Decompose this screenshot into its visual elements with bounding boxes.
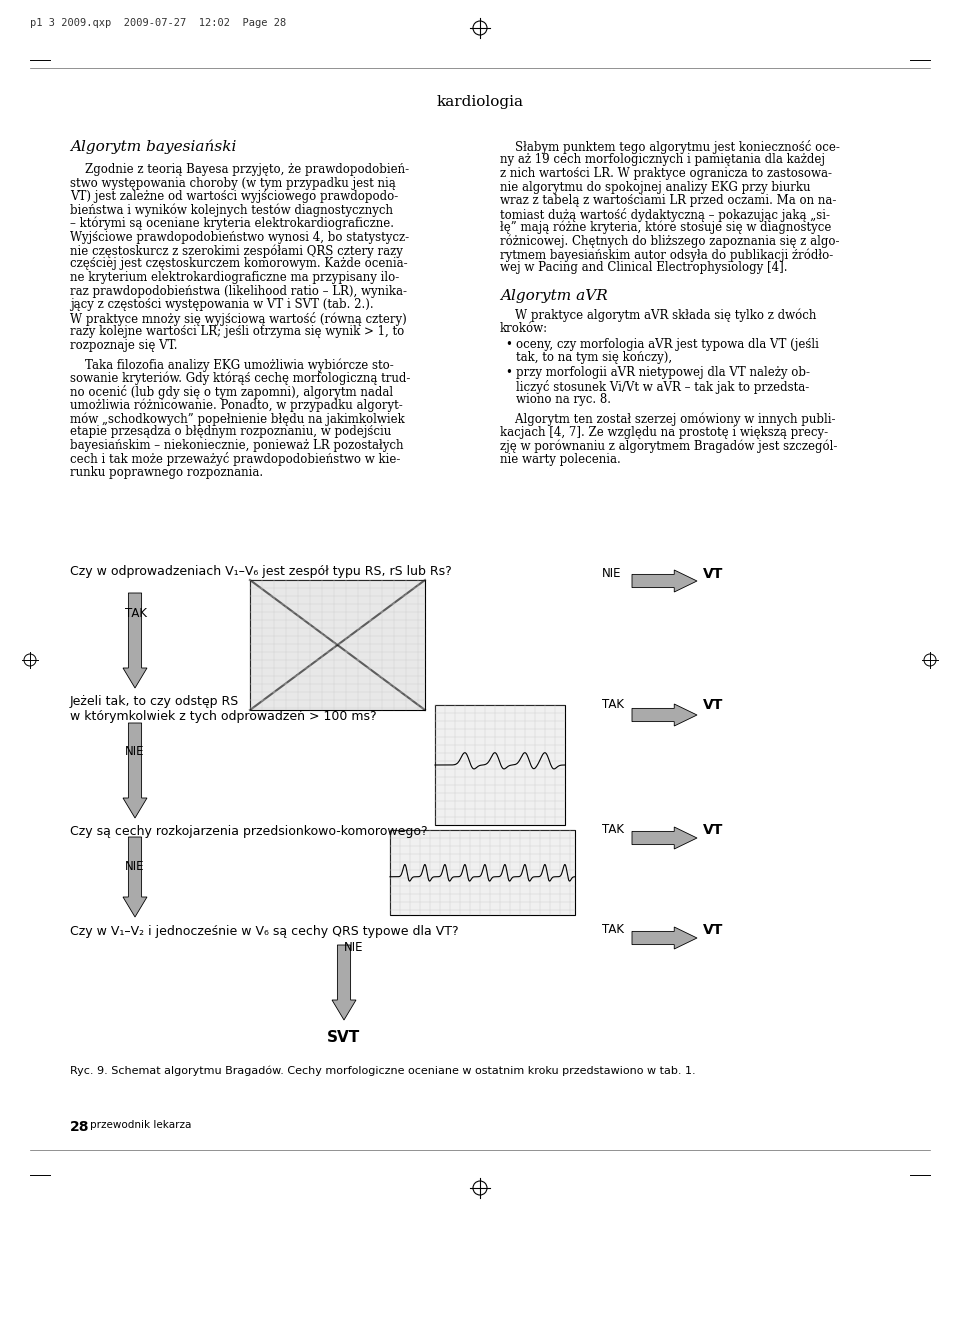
Text: Czy są cechy rozkojarzenia przedsionkowo-komorowego?: Czy są cechy rozkojarzenia przedsionkowo… [70,824,427,838]
Text: no ocenić (lub gdy się o tym zapomni), algorytm nadal: no ocenić (lub gdy się o tym zapomni), a… [70,385,394,400]
Text: umożliwia różnicowanie. Ponadto, w przypadku algoryt-: umożliwia różnicowanie. Ponadto, w przyp… [70,398,403,412]
Text: Algorytm aVR: Algorytm aVR [500,289,608,303]
Text: kardiologia: kardiologia [437,95,523,109]
Text: W praktyce mnoży się wyjściową wartość (równą cztery): W praktyce mnoży się wyjściową wartość (… [70,311,407,326]
Text: zję w porównaniu z algorytmem Bragadów jest szczegól-: zję w porównaniu z algorytmem Bragadów j… [500,439,837,452]
Text: mów „schodkowych” popełnienie błędu na jakimkolwiek: mów „schodkowych” popełnienie błędu na j… [70,412,405,426]
Text: raz prawdopodobieństwa (likelihood ratio – LR), wynika-: raz prawdopodobieństwa (likelihood ratio… [70,285,407,298]
Text: NIE: NIE [602,567,621,580]
Polygon shape [632,827,697,849]
Text: liczyć stosunek Vi/Vt w aVR – tak jak to przedsta-: liczyć stosunek Vi/Vt w aVR – tak jak to… [516,380,809,393]
Text: Wyjściowe prawdopodobieństwo wynosi 4, bo statystycz-: Wyjściowe prawdopodobieństwo wynosi 4, b… [70,231,409,244]
Text: VT: VT [703,698,724,712]
Text: TAK: TAK [602,923,624,936]
Text: oceny, czy morfologia aVR jest typowa dla VT (jeśli: oceny, czy morfologia aVR jest typowa dl… [516,338,819,351]
Text: 28: 28 [70,1120,89,1134]
Text: różnicowej. Chętnych do bliższego zapoznania się z algo-: różnicowej. Chętnych do bliższego zapozn… [500,235,839,248]
Text: rytmem bayesiańskim autor odsyła do publikacji źródło-: rytmem bayesiańskim autor odsyła do publ… [500,248,833,261]
Text: przy morfologii aVR nietypowej dla VT należy ob-: przy morfologii aVR nietypowej dla VT na… [516,365,810,379]
Text: Algorytm ten został szerzej omówiony w innych publi-: Algorytm ten został szerzej omówiony w i… [500,413,835,426]
Text: Słabym punktem tego algorytmu jest konieczność oce-: Słabym punktem tego algorytmu jest konie… [500,140,840,154]
Text: bayesiańskim – niekoniecznie, ponieważ LR pozostałych: bayesiańskim – niekoniecznie, ponieważ L… [70,439,403,452]
Text: VT: VT [703,567,724,580]
Text: jący z częstości występowania w VT i SVT (tab. 2.).: jący z częstości występowania w VT i SVT… [70,298,373,311]
Text: nie warty polecenia.: nie warty polecenia. [500,452,621,466]
Text: Algorytm bayesiański: Algorytm bayesiański [70,140,236,154]
Text: •: • [505,338,512,351]
Text: Zgodnie z teorią Bayesa przyjęto, że prawdopodobień-: Zgodnie z teorią Bayesa przyjęto, że pra… [70,164,409,175]
Polygon shape [123,594,147,689]
Text: wej w Pacing and Clinical Electrophysiology [4].: wej w Pacing and Clinical Electrophysiol… [500,261,787,274]
Text: przewodnik lekarza: przewodnik lekarza [90,1120,191,1130]
Text: TAK: TAK [602,823,624,836]
Text: TAK: TAK [125,607,147,620]
Text: Czy w V₁–V₂ i jednocześnie w V₆ są cechy QRS typowe dla VT?: Czy w V₁–V₂ i jednocześnie w V₆ są cechy… [70,925,459,938]
Text: p1 3 2009.qxp  2009-07-27  12:02  Page 28: p1 3 2009.qxp 2009-07-27 12:02 Page 28 [30,18,286,28]
Text: częściej jest częstoskurczem komorowym. Każde ocenia-: częściej jest częstoskurczem komorowym. … [70,257,408,270]
Text: NIE: NIE [125,860,145,873]
Text: NIE: NIE [125,745,145,758]
Text: VT) jest zależne od wartości wyjściowego prawdopodo-: VT) jest zależne od wartości wyjściowego… [70,190,398,203]
Text: nie algorytmu do spokojnej analizy EKG przy biurku: nie algorytmu do spokojnej analizy EKG p… [500,181,810,194]
Text: tak, to na tym się kończy),: tak, to na tym się kończy), [516,351,672,364]
Text: tomiast dużą wartość dydaktyczną – pokazując jaką „si-: tomiast dużą wartość dydaktyczną – pokaz… [500,207,830,222]
Polygon shape [632,570,697,592]
Polygon shape [123,838,147,917]
Text: VT: VT [703,823,724,838]
Text: bieństwa i wyników kolejnych testów diagnostycznych: bieństwa i wyników kolejnych testów diag… [70,203,393,218]
Text: TAK: TAK [602,698,624,711]
Bar [390,830,575,915]
Polygon shape [332,944,356,1020]
Text: SVT: SVT [327,1030,361,1045]
Text: wraz z tabelą z wartościami LR przed oczami. Ma on na-: wraz z tabelą z wartościami LR przed ocz… [500,194,836,207]
Text: Taka filozofia analizy EKG umożliwia wybiórcze sto-: Taka filozofia analizy EKG umożliwia wyb… [70,357,394,372]
Text: NIE: NIE [344,940,364,954]
Text: wiono na ryc. 8.: wiono na ryc. 8. [516,393,611,406]
Text: z nich wartości LR. W praktyce ogranicza to zastosowa-: z nich wartości LR. W praktyce ogranicza… [500,168,832,179]
Text: etapie przesądza o błędnym rozpoznaniu, w podejściu: etapie przesądza o błędnym rozpoznaniu, … [70,426,392,438]
Polygon shape [632,704,697,725]
Text: kacjach [4, 7]. Ze względu na prostotę i większą precy-: kacjach [4, 7]. Ze względu na prostotę i… [500,426,828,439]
Text: Jeżeli tak, to czy odstęp RS
w którymkolwiek z tych odprowadzeń > 100 ms?: Jeżeli tak, to czy odstęp RS w którymkol… [70,695,376,723]
Text: rozpoznaje się VT.: rozpoznaje się VT. [70,339,178,351]
Polygon shape [123,723,147,818]
Text: nie częstoskurcz z szerokimi zespółami QRS cztery razy: nie częstoskurcz z szerokimi zespółami Q… [70,244,403,257]
Text: razy kolejne wartości LR; jeśli otrzyma się wynik > 1, to: razy kolejne wartości LR; jeśli otrzyma … [70,324,404,338]
Text: sowanie kryteriów. Gdy którąś cechę morfologiczną trud-: sowanie kryteriów. Gdy którąś cechę morf… [70,372,410,385]
Text: – którymi są oceniane kryteria elektrokardiograficzne.: – którymi są oceniane kryteria elektroka… [70,218,394,231]
Text: kroków:: kroków: [500,323,548,335]
Text: łę” mają różne kryteria, które stosuje się w diagnostyce: łę” mają różne kryteria, które stosuje s… [500,222,831,235]
Text: ne kryterium elektrokardiograficzne ma przypisany ilo-: ne kryterium elektrokardiograficzne ma p… [70,270,399,284]
Text: stwo występowania choroby (w tym przypadku jest nią: stwo występowania choroby (w tym przypad… [70,177,396,190]
Text: Ryc. 9. Schemat algorytmu Bragadów. Cechy morfologiczne oceniane w ostatnim krok: Ryc. 9. Schemat algorytmu Bragadów. Cech… [70,1064,696,1075]
Bar [435,704,565,824]
Text: runku poprawnego rozpoznania.: runku poprawnego rozpoznania. [70,466,263,479]
Text: W praktyce algorytm aVR składa się tylko z dwóch: W praktyce algorytm aVR składa się tylko… [500,309,816,323]
Text: cech i tak może przeważyć prawdopodobieństwo w kie-: cech i tak może przeważyć prawdopodobień… [70,452,400,467]
Text: Czy w odprowadzeniach V₁–V₆ jest zespół typu RS, rS lub Rs?: Czy w odprowadzeniach V₁–V₆ jest zespół … [70,565,452,578]
Text: ny aż 19 cech morfologicznych i pamiętania dla każdej: ny aż 19 cech morfologicznych i pamiętan… [500,153,825,166]
Text: •: • [505,365,512,379]
Text: VT: VT [703,923,724,936]
Polygon shape [632,927,697,948]
Bar [250,580,425,710]
